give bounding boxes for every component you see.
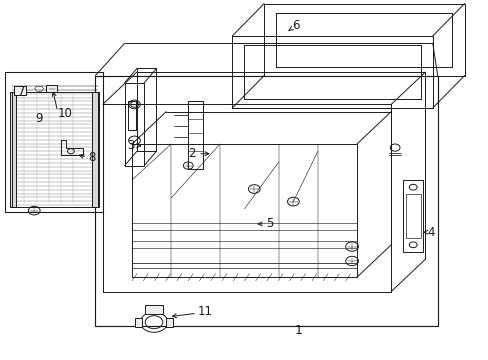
Bar [403, 180, 422, 252]
Bar [95, 76, 437, 326]
Text: 5: 5 [266, 217, 273, 230]
Text: 9: 9 [36, 112, 43, 125]
Bar [165, 318, 172, 327]
Bar [10, 92, 16, 207]
Text: 2: 2 [188, 147, 195, 160]
Bar [46, 85, 57, 92]
Bar [135, 318, 142, 327]
Bar [5, 72, 102, 212]
Bar [145, 305, 163, 314]
Text: 11: 11 [198, 305, 213, 318]
Polygon shape [14, 86, 26, 95]
Text: 7: 7 [18, 85, 26, 98]
Bar [12, 92, 98, 207]
Bar [127, 101, 136, 130]
Text: 3: 3 [127, 139, 134, 152]
Text: 4: 4 [427, 226, 434, 239]
Text: 10: 10 [58, 107, 72, 120]
Text: 6: 6 [292, 19, 299, 32]
Text: 1: 1 [294, 324, 302, 337]
Bar [405, 194, 420, 238]
Text: 8: 8 [88, 151, 95, 164]
Bar [188, 101, 203, 169]
Bar [92, 92, 99, 207]
